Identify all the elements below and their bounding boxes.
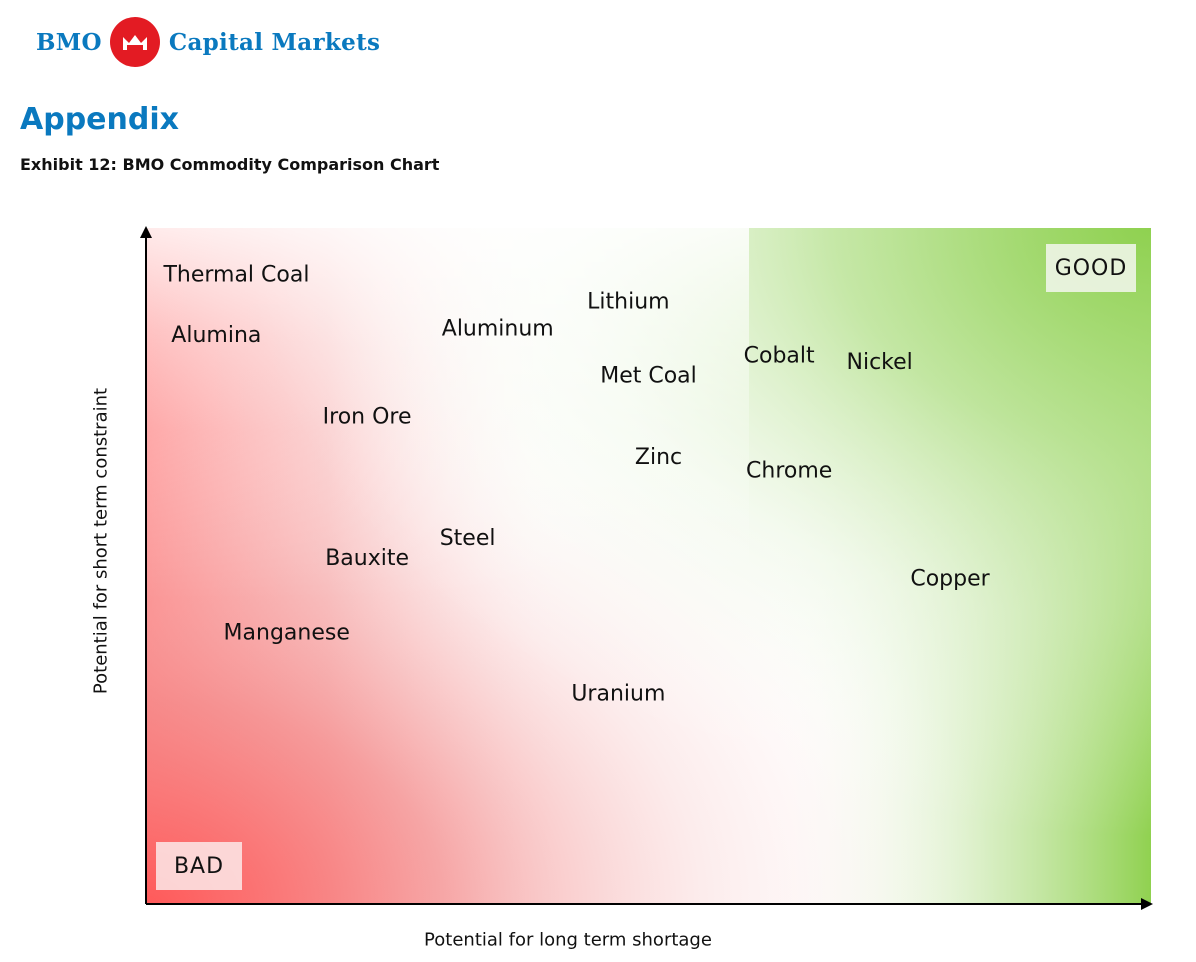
data-point-label: Cobalt [744,343,815,368]
data-point-label: Met Coal [600,364,697,389]
plot-background [146,228,1151,904]
y-axis-arrow-icon [140,226,152,238]
plot-points: Thermal Coal Alumina Aluminum Lithium Met Co… [162,262,990,706]
data-point-label: Iron Ore [323,404,412,429]
data-point-label: Uranium [571,681,665,706]
data-point-label: Lithium [587,289,669,314]
plot-axes [140,226,1153,910]
x-axis-label: Potential for long term shortage [424,929,712,951]
good-label-box [1046,244,1136,292]
data-point-label: Alumina [171,323,261,348]
bad-label-box [156,842,242,890]
bad-label: BAD [174,854,224,879]
data-point-label: Copper [910,567,990,592]
data-point-label: Zinc [635,445,682,470]
good-label: GOOD [1055,256,1128,281]
gradient-top-fade [146,228,749,904]
data-point-label: Aluminum [442,316,554,341]
data-point-label: Chrome [746,458,832,483]
bmo-logo: BMO Capital Markets [36,16,380,68]
section-title: Appendix [20,102,179,137]
data-point-label: Nickel [847,350,913,375]
y-axis-label: Potential for short term constraint [90,387,112,695]
bmo-roundel-icon [109,17,160,67]
data-point-label: Thermal Coal [162,262,309,287]
data-point-label: Bauxite [325,546,409,571]
data-point-label: Manganese [224,621,350,646]
plot-corner-labels: GOOD BAD [156,244,1136,890]
data-point-label: Steel [440,526,496,551]
brand-name-right: Capital Markets [168,28,381,56]
brand-name-left: BMO [36,28,102,56]
exhibit-title: Exhibit 12: BMO Commodity Comparison Cha… [20,155,440,174]
x-axis-arrow-icon [1141,898,1153,910]
